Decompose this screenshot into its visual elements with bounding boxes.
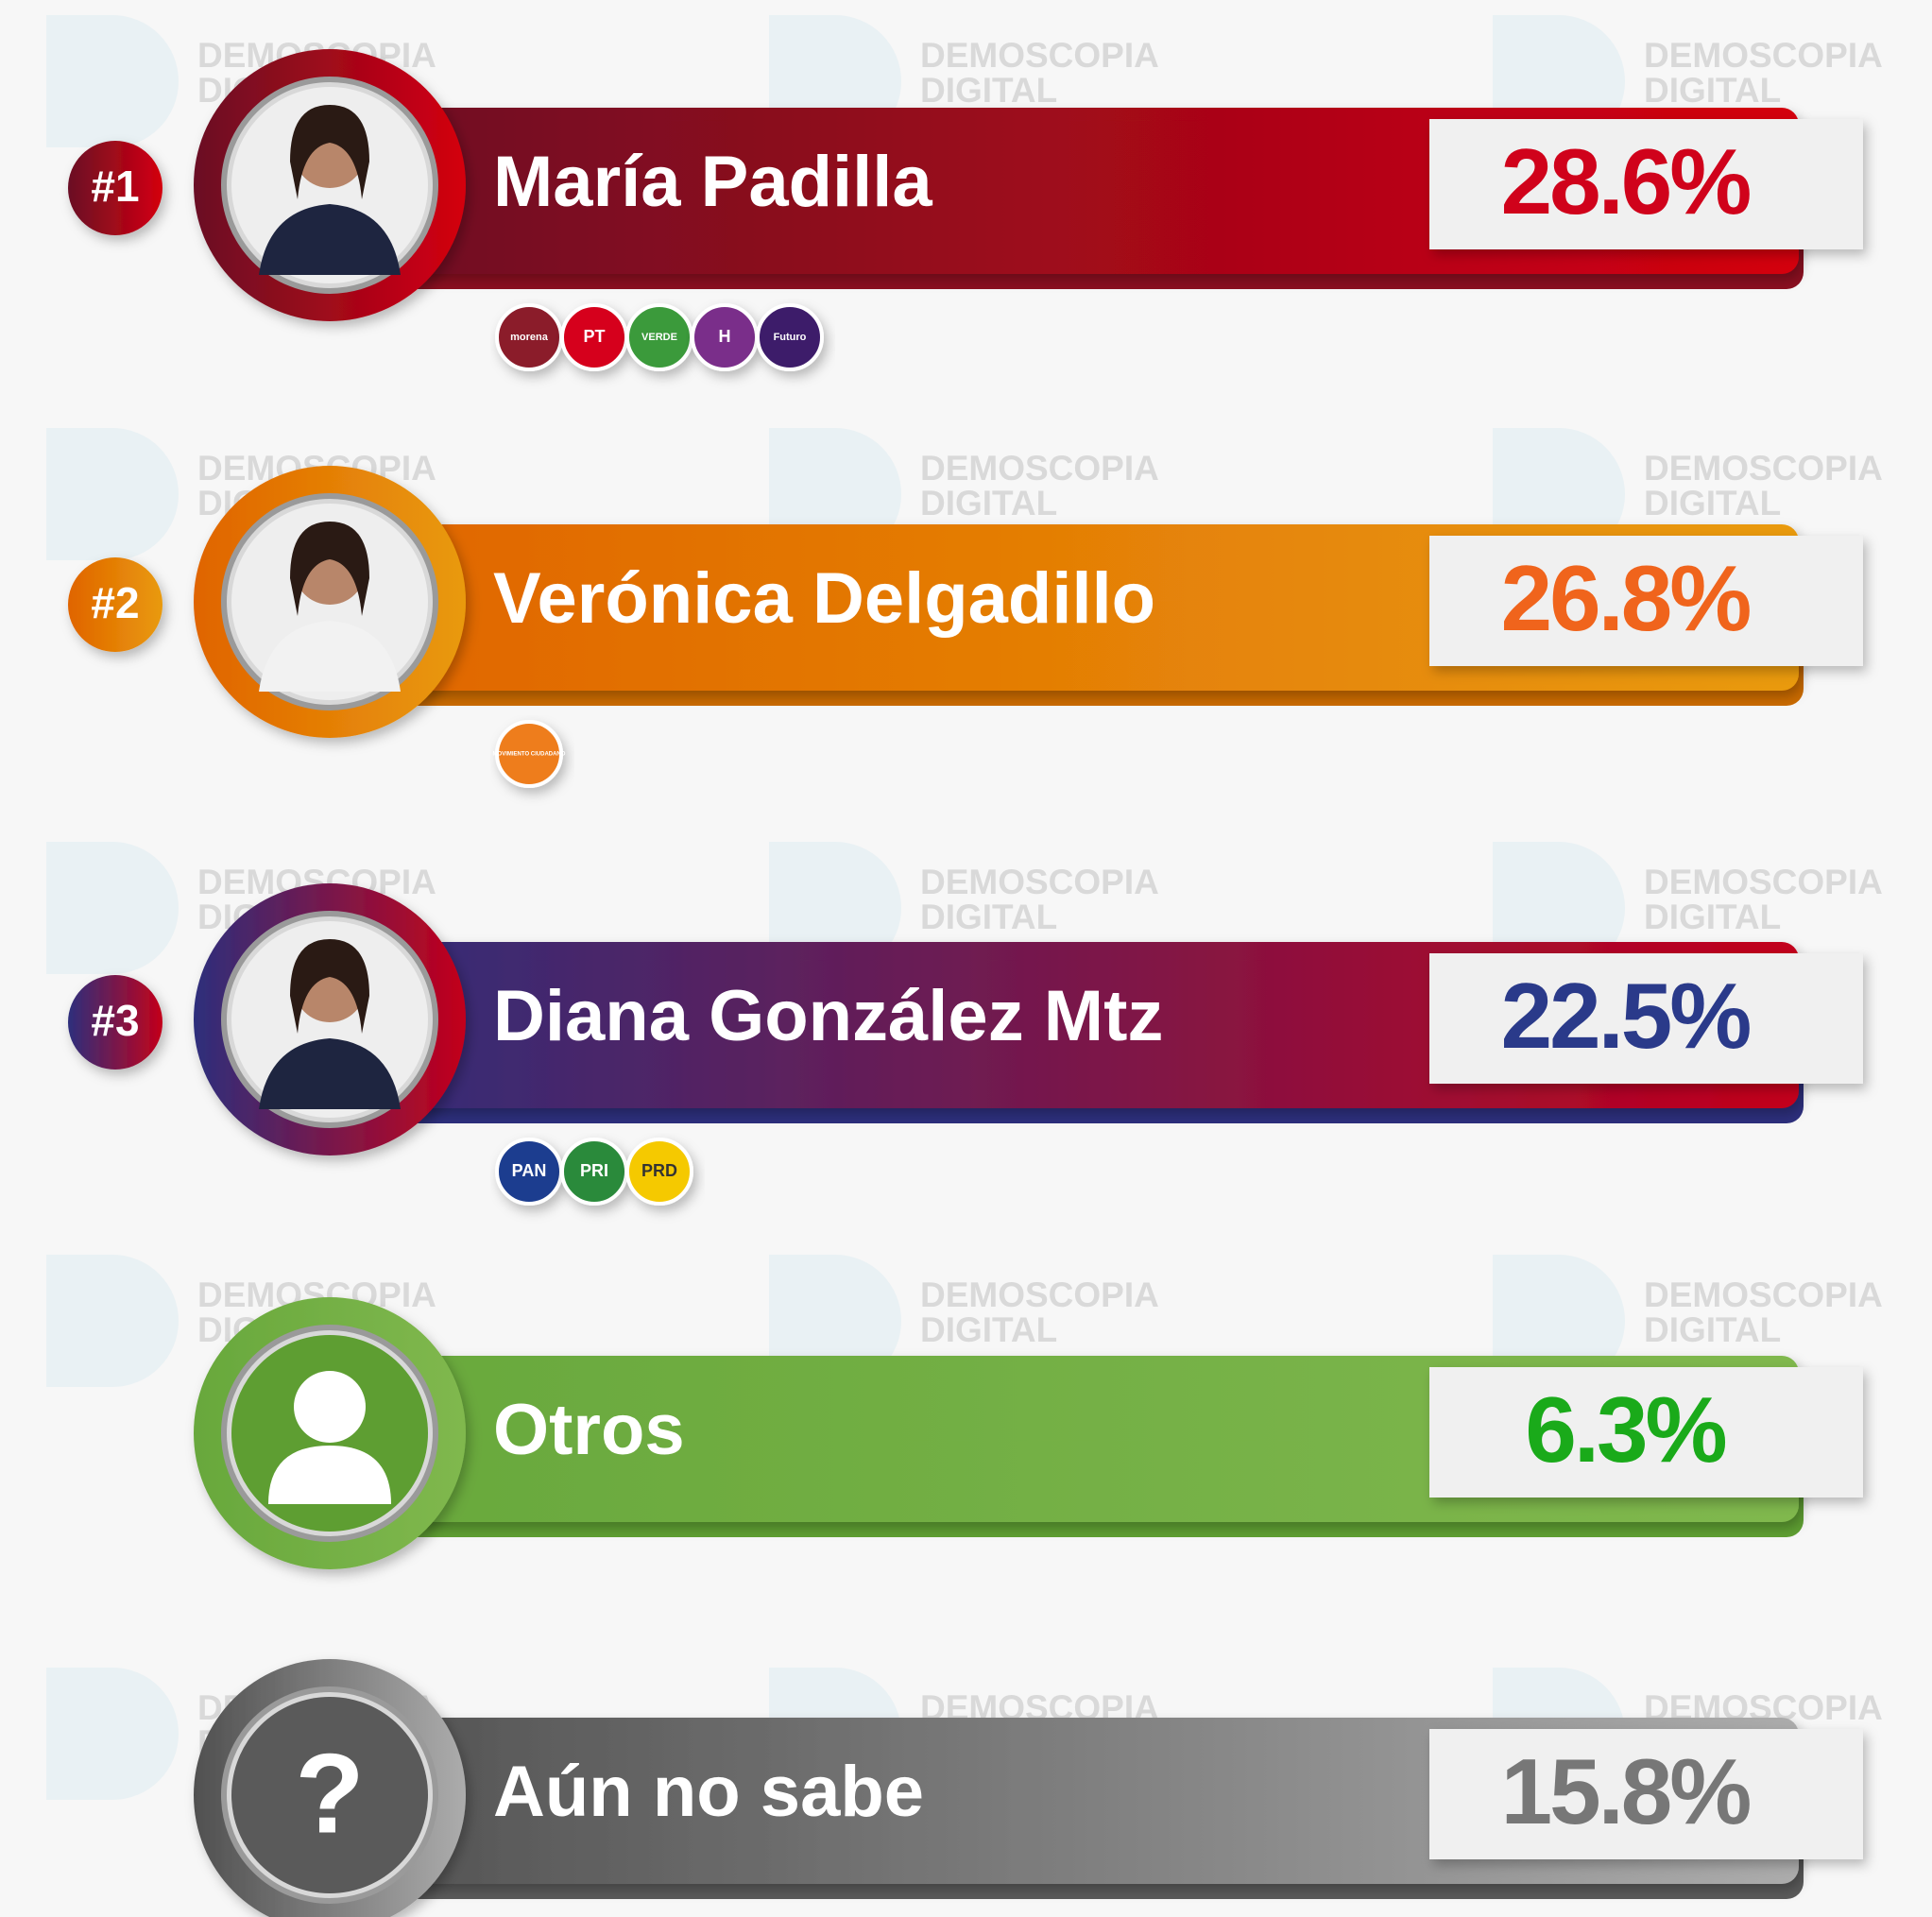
party-logo-text: MOVIMIENTO CIUDADANO — [493, 752, 566, 758]
rank-badge — [68, 141, 162, 235]
watermark-text: DEMOSCOPIA — [920, 449, 1159, 488]
value-text: 26.8% — [1501, 546, 1751, 650]
watermark-logo — [46, 428, 179, 560]
value-box — [1429, 953, 1863, 1084]
party-logo-text: PAN — [512, 1161, 547, 1180]
name-text: Verónica Delgadillo — [493, 558, 1155, 639]
avatar-icon-body — [268, 1446, 391, 1504]
value-box — [1429, 1729, 1863, 1859]
watermark-logo — [46, 15, 179, 147]
watermark-text: DEMOSCOPIA — [1644, 449, 1883, 488]
rank-text: #3 — [91, 996, 139, 1045]
watermark-logo — [769, 1255, 901, 1387]
rank-badge — [68, 975, 162, 1070]
watermark-text: DEMOSCOPIA — [1644, 1275, 1883, 1314]
watermark-logo — [1493, 842, 1625, 974]
watermark-text: DEMOSCOPIA — [920, 1275, 1159, 1314]
avatar-hair — [290, 522, 369, 616]
name-text: Diana González Mtz — [493, 976, 1163, 1056]
avatar-person — [259, 204, 401, 275]
name-text: Aún no sabe — [493, 1752, 924, 1832]
value-text: 6.3% — [1525, 1378, 1725, 1481]
party-logo-text: H — [719, 327, 731, 346]
name-text: María Padilla — [493, 142, 932, 222]
watermark-text: DIGITAL — [920, 484, 1057, 522]
avatar-person — [259, 621, 401, 692]
watermark-logo — [46, 1668, 179, 1800]
avatar-person — [259, 1038, 401, 1109]
watermark-text: DIGITAL — [920, 898, 1057, 936]
watermark-text: DIGITAL — [920, 71, 1057, 110]
watermark-logo — [1493, 1255, 1625, 1387]
party-logo-text: PRD — [641, 1161, 677, 1180]
party-logo-text: Futuro — [774, 332, 807, 343]
watermark-text: DIGITAL — [1644, 1310, 1781, 1349]
watermark-text: DIGITAL — [1644, 898, 1781, 936]
value-text: 15.8% — [1501, 1739, 1751, 1843]
watermark-logo — [46, 1255, 179, 1387]
party-logo — [495, 720, 563, 788]
party-logo-text: PT — [583, 327, 605, 346]
party-logo-text: morena — [510, 332, 549, 343]
value-box — [1429, 536, 1863, 666]
value-box — [1429, 1367, 1863, 1498]
rank-text: #1 — [91, 162, 139, 211]
watermark-text: DIGITAL — [1644, 484, 1781, 522]
value-text: 22.5% — [1501, 964, 1751, 1068]
watermark-text: DEMOSCOPIA — [920, 863, 1159, 901]
watermark-text: DEMOSCOPIA — [1644, 36, 1883, 75]
avatar-hair — [290, 105, 369, 199]
party-logo — [756, 303, 824, 371]
name-text: Otros — [493, 1390, 685, 1470]
party-logo-text: PRI — [580, 1161, 608, 1180]
avatar-inner — [231, 1697, 428, 1893]
watermark-text: DIGITAL — [920, 1310, 1057, 1349]
rank-text: #2 — [91, 578, 139, 627]
value-text: 28.6% — [1501, 129, 1751, 233]
watermark-logo — [769, 842, 901, 974]
value-box — [1429, 119, 1863, 249]
party-logo — [625, 1138, 693, 1206]
avatar-hair — [290, 939, 369, 1034]
rank-badge — [68, 557, 162, 652]
watermark-text: DEMOSCOPIA — [920, 36, 1159, 75]
avatar-icon: ? — [295, 1731, 364, 1857]
avatar-icon-head — [294, 1371, 366, 1443]
watermark-text: DEMOSCOPIA — [1644, 863, 1883, 901]
party-logo-text: VERDE — [641, 332, 677, 343]
watermark-text: DIGITAL — [1644, 71, 1781, 110]
watermark-logo — [46, 842, 179, 974]
